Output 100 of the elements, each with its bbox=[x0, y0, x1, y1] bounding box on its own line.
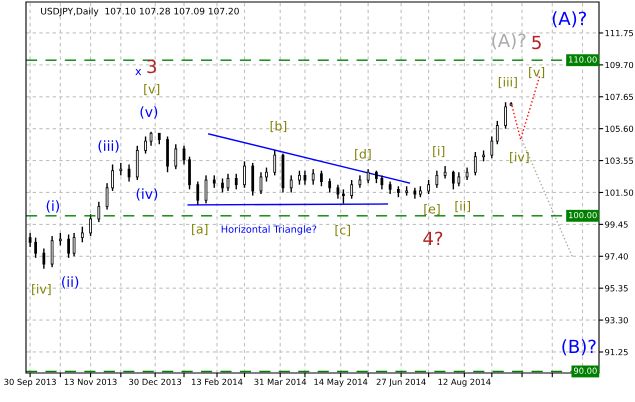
candlestick bbox=[413, 187, 416, 200]
candlestick bbox=[89, 214, 92, 237]
candlestick bbox=[234, 173, 238, 190]
candlestick bbox=[435, 170, 438, 189]
candlestick bbox=[144, 136, 147, 154]
candlestick bbox=[375, 170, 378, 184]
y-tick-label: 95.35 bbox=[605, 285, 628, 292]
candlestick bbox=[397, 186, 400, 198]
x-tick-label: 30 Sep 2013 bbox=[4, 378, 56, 387]
candlestick bbox=[174, 144, 178, 170]
annotation: [b] bbox=[270, 120, 286, 132]
x-tick-label: 30 Dec 2013 bbox=[129, 378, 182, 386]
candlestick bbox=[366, 168, 370, 184]
annotation: 3 bbox=[147, 60, 156, 74]
candlestick bbox=[67, 234, 70, 259]
annotation: (A)? bbox=[492, 33, 526, 50]
candlestick bbox=[380, 174, 384, 190]
candlestick bbox=[106, 182, 108, 210]
x-tick-label: 14 May 2014 bbox=[314, 378, 368, 387]
candlestick bbox=[119, 162, 122, 176]
annotation: [v] bbox=[529, 66, 544, 78]
candlestick bbox=[273, 150, 276, 176]
ref-line-label: 110.00 bbox=[569, 56, 597, 63]
annotation: (v) bbox=[140, 106, 158, 119]
candlestick bbox=[452, 170, 455, 190]
y-tick-label: 91.25 bbox=[605, 348, 628, 356]
candlestick bbox=[226, 173, 230, 192]
annotation: [d] bbox=[355, 148, 371, 160]
x-tick-label: 12 Aug 2014 bbox=[438, 378, 491, 387]
candlestick bbox=[243, 160, 246, 189]
y-tick-label: 103.55 bbox=[605, 158, 633, 164]
candlestick bbox=[336, 184, 340, 200]
candlestick bbox=[444, 165, 446, 180]
annotation: x bbox=[135, 68, 142, 76]
candlestick bbox=[128, 164, 130, 182]
y-tick-label: 105.60 bbox=[605, 126, 634, 132]
ref-line-label: 90.00 bbox=[574, 368, 597, 374]
candlestick bbox=[111, 164, 114, 192]
x-tick-label: 13 Feb 2014 bbox=[192, 378, 242, 386]
candlestick bbox=[427, 179, 430, 195]
annotation: (A)? bbox=[552, 11, 586, 28]
candlestick bbox=[298, 170, 301, 186]
y-tick-label: 99.45 bbox=[605, 221, 628, 228]
candlestick bbox=[97, 201, 100, 223]
candlestick bbox=[34, 236, 37, 259]
y-tick-label: 111.75 bbox=[605, 30, 633, 36]
annotation: (iv) bbox=[136, 188, 158, 201]
x-tick-label: 27 Jun 2014 bbox=[376, 378, 426, 387]
annotation: [iii] bbox=[498, 76, 517, 88]
annotation: [i] bbox=[433, 146, 444, 158]
candlestick bbox=[204, 174, 208, 204]
candlestick bbox=[304, 170, 306, 186]
annotation: [c] bbox=[335, 224, 350, 236]
candlestick bbox=[350, 179, 354, 200]
candlestick bbox=[388, 180, 392, 195]
candlestick bbox=[358, 174, 362, 189]
candlestick bbox=[496, 120, 499, 145]
annotation: [ii] bbox=[455, 200, 470, 212]
annotation: Horizontal Triangle? bbox=[222, 225, 316, 235]
candlestick bbox=[196, 180, 200, 206]
candlestick bbox=[482, 150, 485, 162]
candlestick bbox=[80, 226, 84, 243]
candlestick bbox=[474, 151, 477, 176]
y-tick-label: 107.65 bbox=[605, 94, 633, 100]
candlestick bbox=[72, 232, 76, 257]
y-tick-label: 97.40 bbox=[605, 253, 628, 260]
candlestick bbox=[58, 232, 62, 246]
y-tick-label: 93.30 bbox=[605, 317, 628, 324]
candlestick bbox=[418, 186, 422, 198]
candlestick bbox=[265, 166, 268, 182]
annotation: 5 bbox=[532, 36, 541, 50]
candlestick bbox=[50, 235, 54, 268]
annotation: [iv] bbox=[32, 284, 51, 296]
candlestick bbox=[466, 166, 468, 181]
candlestick bbox=[457, 172, 460, 187]
candlestick bbox=[312, 168, 315, 186]
candlestick bbox=[320, 170, 323, 187]
candlestick bbox=[221, 178, 224, 194]
annotation: [a] bbox=[192, 224, 208, 236]
candlestick bbox=[158, 132, 161, 145]
candlestick bbox=[490, 136, 494, 159]
annotation: (iii) bbox=[98, 140, 119, 153]
text: USDJPY,Daily 107.10 107.28 107.09 107.20 bbox=[41, 8, 239, 16]
candlestick bbox=[290, 174, 293, 194]
candlestick bbox=[182, 145, 186, 166]
annotation: (ii) bbox=[62, 276, 78, 289]
candlestick bbox=[42, 248, 46, 270]
annotation: [e] bbox=[424, 204, 440, 216]
candlestick bbox=[504, 102, 507, 130]
candlestick bbox=[150, 131, 152, 146]
annotation: [iv] bbox=[510, 152, 529, 164]
candlestick bbox=[342, 188, 345, 204]
x-tick-label: 13 Nov 2013 bbox=[64, 378, 117, 386]
candlestick bbox=[405, 186, 408, 196]
y-tick-label: 101.50 bbox=[605, 189, 634, 196]
candlestick bbox=[260, 172, 262, 195]
y-tick-label: 109.70 bbox=[605, 62, 634, 68]
annotation: 4? bbox=[423, 232, 442, 245]
x-tick-label: 31 Mar 2014 bbox=[254, 378, 306, 386]
candlestick bbox=[28, 232, 32, 248]
